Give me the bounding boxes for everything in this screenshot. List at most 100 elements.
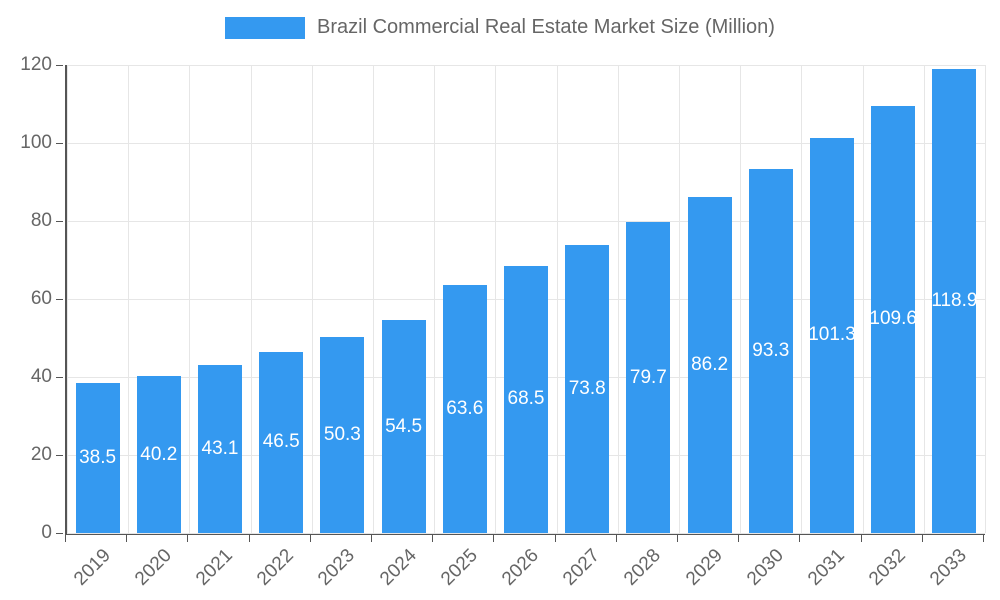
x-tick-label: 2023 <box>314 545 360 590</box>
gridline-vertical <box>128 65 130 533</box>
gridline-horizontal <box>67 65 985 66</box>
gridline-vertical <box>801 65 803 533</box>
bar-value-label: 40.2 <box>140 443 178 465</box>
x-tick-mark <box>554 535 556 542</box>
gridline-vertical <box>250 65 252 533</box>
x-tick-label: 2026 <box>498 545 543 590</box>
bar-value-label: 79.7 <box>629 366 667 388</box>
x-tick-mark <box>493 535 495 542</box>
gridline-vertical <box>67 65 68 533</box>
x-tick-mark <box>860 535 862 542</box>
gridline-vertical <box>923 65 925 533</box>
gridline-vertical <box>311 65 313 533</box>
bar <box>687 196 732 533</box>
x-tick-mark <box>371 535 372 542</box>
y-tick-label: 100 <box>20 132 52 153</box>
gridline-horizontal <box>67 143 985 144</box>
y-tick-label: 60 <box>30 288 52 309</box>
gridline-vertical <box>617 65 619 533</box>
x-tick-label: 2022 <box>253 545 299 590</box>
gridline-horizontal <box>67 221 985 222</box>
x-tick-mark <box>799 535 801 542</box>
bar <box>932 69 977 533</box>
bar <box>442 284 487 533</box>
bar <box>75 382 120 533</box>
bar <box>259 351 304 533</box>
y-tick-label: 40 <box>30 366 52 387</box>
bar-value-label: 43.1 <box>201 437 239 459</box>
bar <box>504 265 548 533</box>
bar <box>320 336 365 533</box>
x-tick-mark <box>677 535 678 542</box>
y-tick-label: 0 <box>41 522 52 543</box>
plot-area: 38.5 40.2 43.1 46.5 50.3 54.5 63.6 68.5 73.8 79.7… <box>65 65 986 535</box>
bar <box>748 169 793 533</box>
x-tick-label: 2027 <box>559 545 605 590</box>
gridline-vertical <box>862 65 864 533</box>
x-tick-label: 2024 <box>375 545 421 590</box>
chart-title: Brazil Commercial Real Estate Market Siz… <box>317 16 775 38</box>
x-tick-mark <box>983 535 984 542</box>
bar-value-label: 93.3 <box>752 340 790 362</box>
gridline-vertical <box>434 65 436 533</box>
y-tick-label: 80 <box>30 210 52 231</box>
bar-value-label: 50.3 <box>323 423 361 445</box>
x-tick-label: 2028 <box>620 545 666 590</box>
bar <box>198 364 242 533</box>
y-tick-label: 20 <box>30 444 52 465</box>
gridline-horizontal <box>67 533 985 534</box>
y-tick-mark <box>56 143 63 144</box>
y-tick-mark <box>56 65 63 66</box>
x-tick-label: 2032 <box>865 545 911 590</box>
y-tick-mark <box>56 377 63 378</box>
bar-value-label: 109.6 <box>869 308 917 330</box>
gridline-vertical <box>189 65 191 533</box>
x-tick-label: 2019 <box>69 545 115 590</box>
bar <box>810 137 854 533</box>
bar <box>565 245 610 533</box>
bar <box>626 222 671 533</box>
bar-value-label: 38.5 <box>79 446 117 468</box>
x-tick-label: 2033 <box>926 545 972 590</box>
bar-value-label: 101.3 <box>808 324 856 346</box>
x-tick-mark <box>615 535 617 542</box>
bar <box>136 376 181 533</box>
gridline-vertical <box>495 65 497 533</box>
x-tick-label: 2030 <box>742 545 788 590</box>
bar <box>871 105 916 533</box>
x-tick-mark <box>187 535 189 542</box>
bar-value-label: 63.6 <box>446 397 484 419</box>
x-tick-label: 2021 <box>192 545 237 590</box>
x-tick-label: 2031 <box>804 545 849 590</box>
y-tick-mark <box>56 455 63 456</box>
bar-value-label: 86.2 <box>691 353 729 375</box>
legend-swatch <box>225 16 306 39</box>
x-tick-mark <box>126 535 128 542</box>
bar-value-label: 54.5 <box>385 415 423 437</box>
x-tick-mark <box>65 535 66 542</box>
bar-value-label: 73.8 <box>568 378 606 400</box>
x-tick-mark <box>248 535 250 542</box>
x-tick-label: 2020 <box>130 545 176 590</box>
gridline-vertical <box>373 65 374 533</box>
bar <box>381 320 426 533</box>
bar-value-label: 68.5 <box>507 388 545 410</box>
x-tick-mark <box>921 535 923 542</box>
gridline-vertical <box>556 65 558 533</box>
gridline-vertical <box>740 65 742 533</box>
y-tick-mark <box>56 221 63 222</box>
bar-value-label: 46.5 <box>262 431 300 453</box>
y-tick-mark <box>56 533 63 534</box>
x-tick-label: 2029 <box>681 545 727 590</box>
bar-value-label: 118.9 <box>931 290 978 312</box>
legend-item[interactable]: Brazil Commercial Real Estate Market Siz… <box>0 16 1000 39</box>
x-tick-mark <box>738 535 740 542</box>
gridline-vertical <box>679 65 680 533</box>
y-tick-mark <box>56 299 63 300</box>
x-tick-mark <box>432 535 434 542</box>
y-tick-label: 120 <box>20 54 52 75</box>
gridline-vertical <box>985 65 986 533</box>
x-tick-label: 2025 <box>436 545 482 590</box>
x-tick-mark <box>309 535 311 542</box>
